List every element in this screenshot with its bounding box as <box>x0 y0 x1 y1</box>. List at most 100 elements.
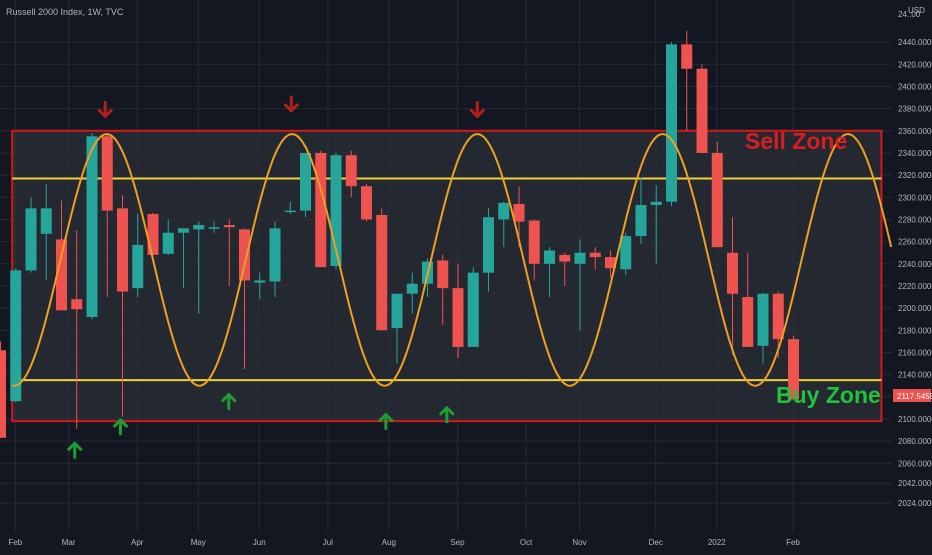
candle-body <box>483 217 494 273</box>
candle-body <box>330 155 342 266</box>
candle-body <box>757 293 769 346</box>
buy-signal-arrow <box>378 413 394 431</box>
buy-zone-label: Buy Zone <box>776 382 881 408</box>
price-tick-label: 2320.0000 <box>898 171 932 180</box>
bull-candle <box>650 185 662 264</box>
bear-candle <box>239 228 250 370</box>
bull-candle <box>178 228 189 289</box>
bull-candle <box>757 292 769 364</box>
candle-body <box>589 252 601 258</box>
bull-candle <box>391 293 403 364</box>
bull-candle <box>284 201 296 214</box>
last-price-badge: 2117.5455 <box>893 389 932 402</box>
candle-body <box>666 44 677 202</box>
price-tick-label: 2160.0000 <box>898 348 932 357</box>
sell-signal-arrow <box>97 100 113 118</box>
price-tick-label: 2380.0000 <box>898 105 932 114</box>
arrow-head <box>378 413 394 423</box>
sell-signal-arrow <box>469 100 485 118</box>
bear-candle <box>71 230 83 429</box>
candle-body <box>0 350 6 438</box>
price-tick-label: 2240.0000 <box>898 260 932 269</box>
last-price-value: 2117.5455 <box>897 392 932 401</box>
currency-label: USD <box>908 6 925 15</box>
arrow-head <box>469 108 485 118</box>
candle-body <box>711 152 723 248</box>
candle-body <box>528 220 540 264</box>
bear-candle <box>117 195 128 417</box>
price-tick-label: 2300.0000 <box>898 193 932 202</box>
candle-body <box>315 152 327 268</box>
time-tick-label: Aug <box>382 538 396 547</box>
bull-candle <box>132 213 144 298</box>
arrow-head <box>67 441 83 451</box>
price-axis-top-label: 24..00 <box>898 10 921 19</box>
bear-candle <box>681 31 693 131</box>
candle-body <box>772 293 784 340</box>
candle-body <box>239 229 250 281</box>
bull-candle <box>620 232 632 275</box>
candle-body <box>101 136 113 211</box>
bear-candle <box>223 219 235 286</box>
price-tick-label: 2180.0000 <box>898 326 932 335</box>
arrow-head <box>221 393 237 403</box>
bull-candle <box>10 268 22 403</box>
bear-candle <box>376 208 388 331</box>
time-tick-label: 2022 <box>708 538 726 547</box>
candle-body <box>406 283 418 294</box>
bear-candle <box>0 341 6 438</box>
time-tick-label: Apr <box>131 538 144 547</box>
candle-body <box>162 232 174 254</box>
candle-body <box>193 224 205 230</box>
bull-candle <box>498 201 510 248</box>
price-tick-label: 2060.0000 <box>898 459 932 468</box>
arrow-head <box>439 406 455 416</box>
last-price-badge-bg <box>893 389 931 402</box>
cycle-wave <box>12 133 893 387</box>
candle-body <box>788 339 799 400</box>
time-tick-label: Jun <box>253 538 266 547</box>
candle-body <box>650 201 662 206</box>
bear-candle <box>147 212 159 255</box>
time-axis: Feb Mar Apr May Jun Jul Aug Sep Oct Nov Dec 2022 Feb <box>8 538 800 547</box>
bear-candle <box>345 150 357 198</box>
candle-body <box>452 288 464 347</box>
candle-body <box>437 260 449 289</box>
candle-body <box>544 250 555 264</box>
candle-body <box>300 152 311 211</box>
candle-body <box>559 254 571 262</box>
bear-candle <box>559 252 571 286</box>
candle-body <box>178 228 189 233</box>
candle-body <box>56 239 67 311</box>
candle-body <box>605 257 616 269</box>
candle-body <box>117 208 128 292</box>
bull-candle <box>25 197 37 273</box>
time-tick-label: Mar <box>62 538 76 547</box>
arrow-head <box>283 103 299 113</box>
candle-body <box>727 252 738 294</box>
candle-body <box>361 186 372 220</box>
bull-candle <box>406 272 418 314</box>
bear-candle <box>711 141 723 248</box>
candle-body <box>574 252 586 264</box>
price-tick-label: 2024.0000 <box>898 499 932 508</box>
bull-candle <box>300 152 311 218</box>
candle-body <box>345 155 357 187</box>
bull-candle <box>269 221 281 298</box>
time-tick-label: Feb <box>786 538 800 547</box>
bull-candle <box>208 221 220 233</box>
buy-signal-arrow <box>67 441 83 459</box>
bull-candle <box>193 221 205 314</box>
candle-body <box>25 208 37 271</box>
bear-candle <box>727 217 738 355</box>
candle-body <box>467 272 479 347</box>
time-tick-label: Oct <box>520 538 533 547</box>
price-tick-label: 2360.0000 <box>898 127 932 136</box>
bull-candle <box>40 183 52 281</box>
time-tick-label: Nov <box>572 538 586 547</box>
candle-body <box>147 213 159 255</box>
symbol-title: Russell 2000 Index, 1W, TVC <box>6 7 124 17</box>
bear-candle <box>589 247 601 270</box>
bear-candle <box>528 219 540 281</box>
